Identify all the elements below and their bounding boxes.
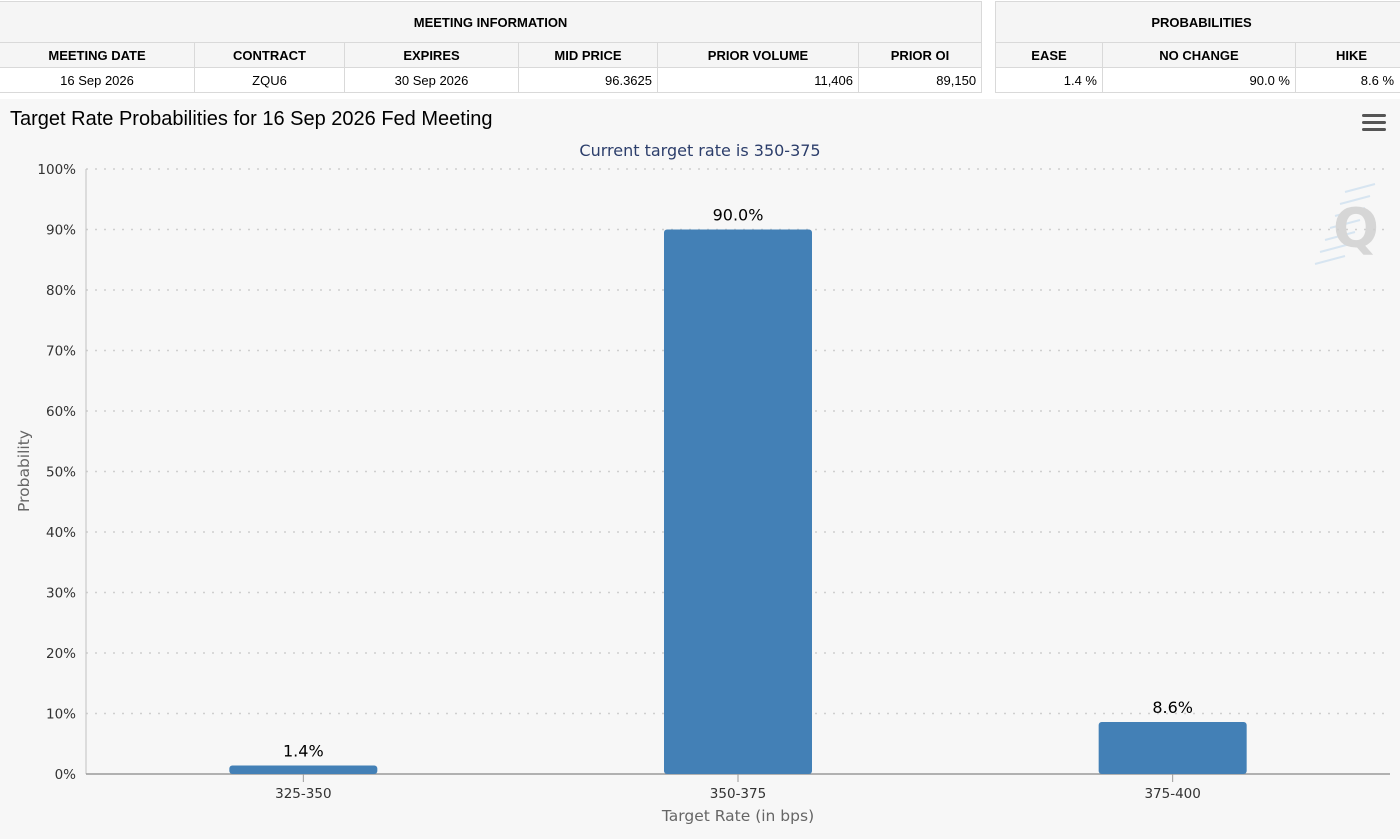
q-logo-icon: Q <box>1314 183 1379 265</box>
chart-subtitle: Current target rate is 350-375 <box>579 141 820 160</box>
y-tick-label: 0% <box>55 767 77 783</box>
y-tick-label: 70% <box>46 344 76 360</box>
column-header-expires: EXPIRES <box>344 42 519 68</box>
column-header-no-change: NO CHANGE <box>1102 42 1296 68</box>
y-tick-label: 40% <box>46 525 76 541</box>
column-header-contract: CONTRACT <box>194 42 345 68</box>
y-tick-label: 60% <box>46 404 76 420</box>
column-header-meeting-date: MEETING DATE <box>0 42 195 68</box>
probabilities-header: PROBABILITIES <box>994 1 1400 43</box>
prior-oi-cell: 89,150 <box>857 67 983 93</box>
table-row: 1.4 % 90.0 % 8.6 % <box>995 67 1400 93</box>
bar <box>229 765 378 774</box>
data-label: 90.0% <box>713 206 764 225</box>
prior-volume-cell: 11,406 <box>657 67 859 93</box>
y-axis-title: Probability <box>15 430 33 512</box>
meeting-date-cell: 16 Sep 2026 <box>0 67 195 93</box>
meeting-information-table: MEETING INFORMATION MEETING DATE CONTRAC… <box>0 1 983 93</box>
x-tick-label: 375-400 <box>1144 786 1200 802</box>
bar <box>1098 721 1247 774</box>
hike-cell: 8.6 % <box>1294 67 1400 93</box>
probabilities-table: PROBABILITIES EASE NO CHANGE HIKE 1.4 % … <box>994 1 1400 93</box>
y-tick-label: 10% <box>46 707 76 723</box>
bar <box>664 229 812 774</box>
chart-title: Target Rate Probabilities for 16 Sep 202… <box>10 108 493 130</box>
column-header-mid-price: MID PRICE <box>518 42 658 68</box>
y-tick-label: 80% <box>46 283 76 299</box>
x-tick-label: 325-350 <box>275 786 331 802</box>
column-header-ease: EASE <box>995 42 1103 68</box>
table-row: 16 Sep 2026 ZQU6 30 Sep 2026 96.3625 11,… <box>0 67 983 93</box>
data-label: 1.4% <box>283 742 324 761</box>
y-tick-label: 20% <box>46 646 76 662</box>
contract-cell: ZQU6 <box>194 67 345 93</box>
column-header-prior-oi: PRIOR OI <box>857 42 983 68</box>
x-axis-title: Target Rate (in bps) <box>661 807 814 825</box>
svg-text:Q: Q <box>1333 197 1379 260</box>
x-tick-label: 350-375 <box>710 786 766 802</box>
y-tick-label: 50% <box>46 465 76 481</box>
chart-container: Q 0% 10% 20% 30% 40% 50% 60% 70% 80% 90% 100% 1.4% 32… <box>0 99 1400 839</box>
no-change-cell: 90.0 % <box>1102 67 1296 93</box>
bar-chart: Q 0% 10% 20% 30% 40% 50% 60% 70% 80% 90% 100% 1.4% 32… <box>15 141 1390 825</box>
ease-cell: 1.4 % <box>995 67 1103 93</box>
y-tick-label: 30% <box>46 586 76 602</box>
y-tick-label: 90% <box>46 223 76 239</box>
meeting-information-header: MEETING INFORMATION <box>0 1 983 43</box>
column-header-prior-volume: PRIOR VOLUME <box>657 42 859 68</box>
column-header-hike: HIKE <box>1294 42 1400 68</box>
mid-price-cell: 96.3625 <box>518 67 658 93</box>
hamburger-menu-icon[interactable] <box>1362 114 1386 134</box>
data-label: 8.6% <box>1152 698 1193 717</box>
y-tick-label: 100% <box>37 162 76 178</box>
expires-cell: 30 Sep 2026 <box>344 67 519 93</box>
